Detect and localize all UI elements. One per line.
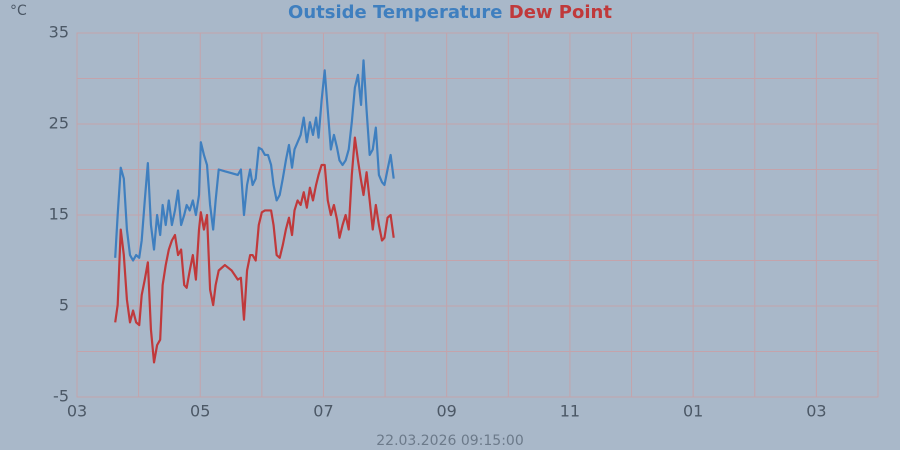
x-tick-label: 03	[67, 402, 87, 421]
series-line	[114, 59, 395, 262]
legend-entry: Dew Point	[509, 2, 613, 23]
y-tick-label: 15	[49, 205, 69, 224]
legend-title: Outside Temperature Dew Point	[288, 2, 612, 23]
y-tick-label: -5	[53, 387, 69, 406]
legend-entry: Outside Temperature	[288, 2, 502, 23]
x-tick-label: 11	[560, 402, 580, 421]
y-tick-label: 25	[49, 114, 69, 133]
y-tick-label: 5	[59, 296, 69, 315]
x-tick-label: 05	[190, 402, 210, 421]
y-unit: °C	[10, 3, 27, 19]
x-tick-label: 07	[313, 402, 333, 421]
x-tick-label: 01	[683, 402, 703, 421]
series-line	[114, 136, 395, 364]
y-tick-label: 35	[49, 23, 69, 42]
x-tick-label: 03	[806, 402, 826, 421]
footer: 22.03.2026 09:15:00	[376, 433, 524, 449]
x-tick-label: 09	[437, 402, 457, 421]
